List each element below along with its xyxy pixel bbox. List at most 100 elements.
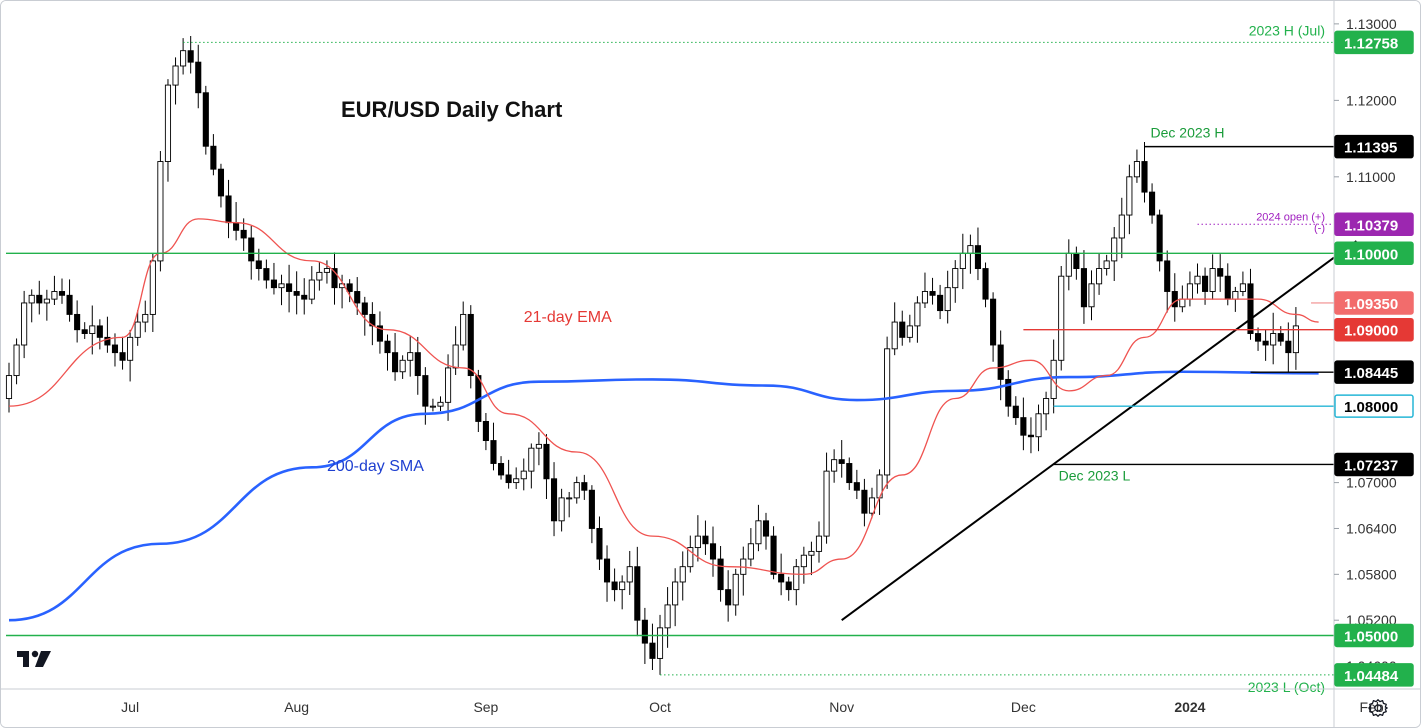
- price-tag-box: [1334, 623, 1414, 648]
- candle: [891, 302, 898, 356]
- candle-body: [1012, 405, 1019, 419]
- candle-body: [180, 50, 187, 67]
- candle-body: [823, 470, 830, 537]
- candle: [626, 550, 633, 595]
- candle-body: [520, 470, 527, 480]
- candle-body: [255, 260, 262, 270]
- candle-body: [460, 313, 467, 346]
- candle: [210, 134, 217, 176]
- price-tag-label: 1.12758: [1344, 35, 1398, 52]
- candle-body: [437, 401, 444, 407]
- candle-body: [906, 325, 913, 338]
- candle-body: [550, 478, 558, 522]
- candle: [180, 38, 187, 75]
- price-tag-box: [1334, 317, 1414, 342]
- candle: [195, 44, 202, 109]
- price-tag-label: 1.08445: [1344, 365, 1398, 382]
- candle-body: [1209, 268, 1216, 292]
- candle-body: [490, 440, 497, 464]
- candle: [270, 262, 278, 295]
- candle: [702, 520, 709, 555]
- candle: [28, 289, 35, 323]
- candle-body: [543, 443, 550, 480]
- candle-body: [535, 443, 542, 449]
- price-tag-label: 1.09000: [1344, 323, 1398, 340]
- candle-body: [1043, 398, 1050, 415]
- candle: [990, 292, 997, 362]
- candle-body: [316, 271, 323, 281]
- candle-body: [263, 268, 270, 281]
- candle: [717, 546, 724, 602]
- level-note-dec-2023-low: Dec 2023 L: [1059, 467, 1131, 483]
- indicator-lines-layer: 21-day EMA 200-day SMA: [8, 218, 1358, 622]
- candle-body: [127, 336, 134, 361]
- candle: [611, 568, 618, 602]
- candle: [1194, 263, 1201, 294]
- candle: [1133, 149, 1140, 183]
- candle: [1012, 396, 1019, 425]
- price-tag-box: [1334, 134, 1414, 159]
- candle: [899, 310, 906, 346]
- candle: [982, 262, 989, 308]
- candle-body: [1058, 275, 1065, 361]
- settings-gear-icon[interactable]: [1367, 697, 1389, 719]
- candle-body: [664, 604, 671, 629]
- candle: [202, 85, 209, 155]
- candle: [884, 336, 891, 489]
- candle-body: [1254, 333, 1262, 342]
- candle: [43, 289, 50, 321]
- candle-body: [1232, 291, 1239, 300]
- candle-body: [195, 61, 202, 94]
- candle-body: [793, 566, 800, 591]
- candle-body: [414, 352, 421, 377]
- annotation-label: 21-day EMA: [524, 309, 612, 326]
- candle: [997, 330, 1004, 401]
- candle-body: [164, 84, 172, 162]
- candle-body: [1239, 283, 1246, 292]
- candle-body: [392, 352, 399, 373]
- price-tag-box: [1334, 452, 1414, 477]
- candle: [1027, 417, 1034, 454]
- candle: [1292, 307, 1299, 370]
- candle: [831, 449, 838, 483]
- price-tag-box: [1334, 291, 1414, 315]
- candle: [376, 311, 383, 354]
- candle: [687, 535, 694, 573]
- price-tag-dec-2023-low: 1.07237: [1334, 452, 1414, 477]
- candle-body: [331, 268, 338, 289]
- candle-body: [323, 268, 330, 273]
- candle-body: [581, 482, 588, 491]
- price-tick-label: 1.05800: [1346, 566, 1397, 582]
- candle: [1035, 404, 1042, 452]
- candle-body: [808, 550, 815, 556]
- candle: [263, 259, 270, 289]
- price-tag-level-1-05: 1.05000: [1334, 623, 1414, 648]
- candle: [656, 614, 664, 675]
- candle-body: [513, 478, 520, 484]
- candle: [755, 504, 762, 552]
- candle-body: [1217, 268, 1224, 277]
- time-tick-label: 2024: [1174, 699, 1205, 715]
- candle: [929, 277, 936, 305]
- candle: [778, 553, 785, 596]
- candle: [762, 512, 770, 550]
- candle: [1164, 250, 1171, 313]
- candle: [785, 576, 792, 601]
- candle: [1254, 327, 1262, 351]
- ema-21-line: [8, 218, 1319, 575]
- candle-body: [641, 619, 648, 644]
- candle-body: [1224, 275, 1231, 300]
- candle: [134, 309, 141, 346]
- candle: [1020, 397, 1027, 451]
- candle: [1270, 312, 1277, 365]
- candle-body: [13, 344, 20, 377]
- candle-body: [1202, 275, 1209, 292]
- candle: [51, 275, 58, 306]
- candle: [619, 575, 626, 610]
- price-tick-label: 1.13000: [1346, 16, 1397, 32]
- price-tick-label: 1.06400: [1346, 520, 1397, 536]
- candle-body: [1247, 283, 1254, 334]
- candle: [581, 474, 588, 500]
